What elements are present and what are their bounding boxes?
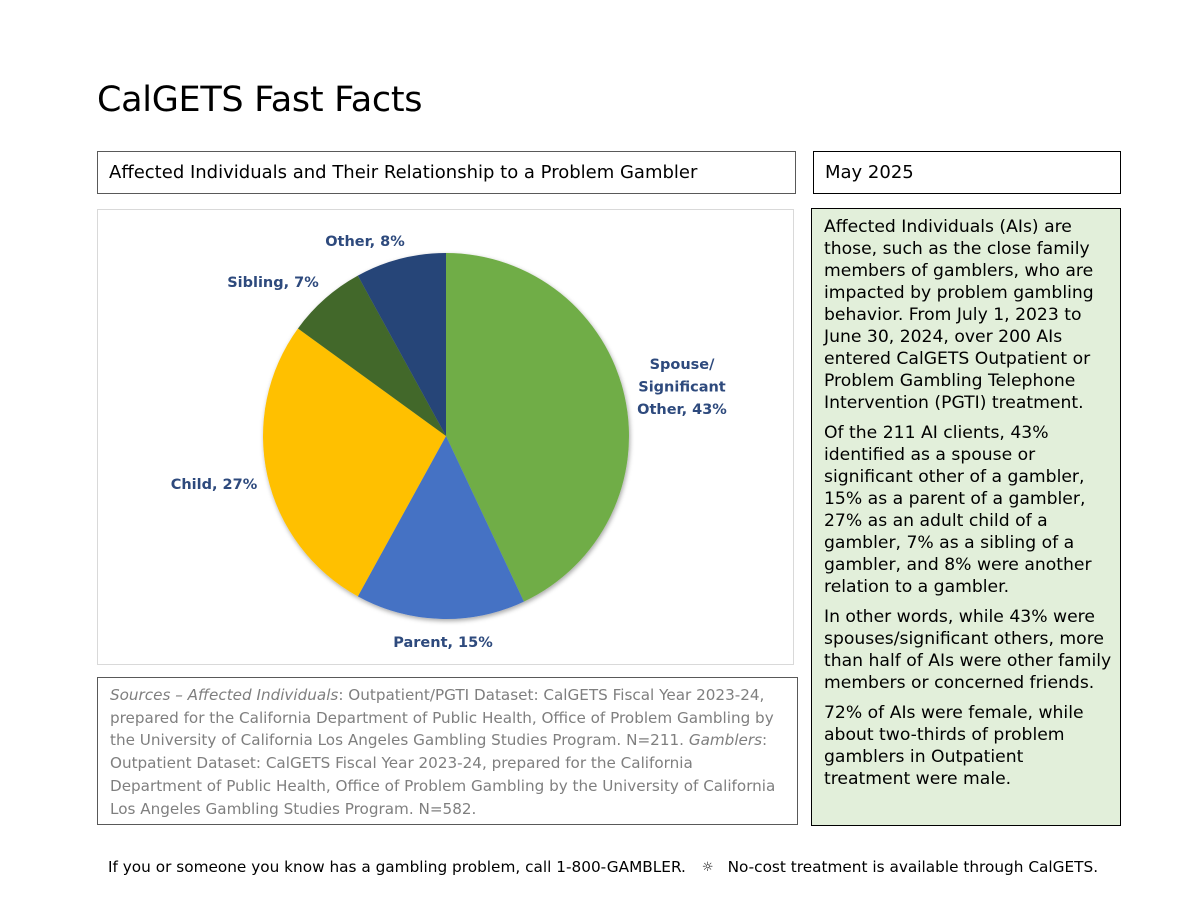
footer-helpline-text: If you or someone you know has a gamblin… (108, 858, 686, 876)
sources-lead: Sources – Affected Individuals (110, 686, 339, 704)
summary-paragraph-1: Affected Individuals (AIs) are those, su… (824, 217, 1094, 413)
pie-slice-spouse-significant-other (446, 253, 629, 602)
sources-box: Sources – Affected Individuals: Outpatie… (97, 677, 798, 825)
pie-chart-svg: Spouse/Significant Other, 43% Parent, 15% C… (171, 234, 728, 651)
pie-chart: Spouse/Significant Other, 43% Parent, 15% C… (97, 209, 794, 665)
sources-text-2: : Outpatient Dataset: CalGETS Fiscal Yea… (110, 731, 776, 818)
chart-title-box: Affected Individuals and Their Relations… (97, 151, 796, 194)
pie-label-parent: Parent, 15% (393, 635, 493, 651)
chart-title: Affected Individuals and Their Relations… (109, 162, 698, 183)
pie-label-child: Child, 27% (171, 477, 258, 493)
report-date: May 2025 (825, 162, 914, 183)
summary-paragraph-4: 72% of AIs were female, while about two-… (824, 703, 1084, 789)
pie-slice-parent (357, 436, 524, 619)
pie-label-other: Other, 8% (325, 234, 405, 250)
sources-text-1: : Outpatient/PGTI Dataset: CalGETS Fisca… (110, 686, 774, 750)
gear-icon: ☼ (701, 860, 714, 875)
pie-slice-child (263, 328, 446, 597)
summary-paragraph-2: Of the 211 AI clients, 43% identified as… (824, 423, 1092, 597)
page-title: CalGETS Fast Facts (97, 80, 423, 120)
pie-slice-other (357, 253, 446, 436)
side-panel-summary: Affected Individuals (AIs) are those, su… (811, 208, 1121, 826)
footer: If you or someone you know has a gamblin… (108, 858, 1098, 876)
sources-gamblers-label: Gamblers (688, 731, 763, 750)
pie-label-sibling: Sibling, 7% (227, 275, 319, 291)
footer-treatment-text: No-cost treatment is available through C… (727, 858, 1099, 876)
summary-paragraph-3: In other words, while 43% were spouses/s… (824, 607, 1112, 693)
pie-slice-sibling (297, 275, 446, 436)
date-box: May 2025 (813, 151, 1121, 194)
pie-label-spouse-significant-other: Spouse/Significant Other, 43% (637, 357, 727, 418)
